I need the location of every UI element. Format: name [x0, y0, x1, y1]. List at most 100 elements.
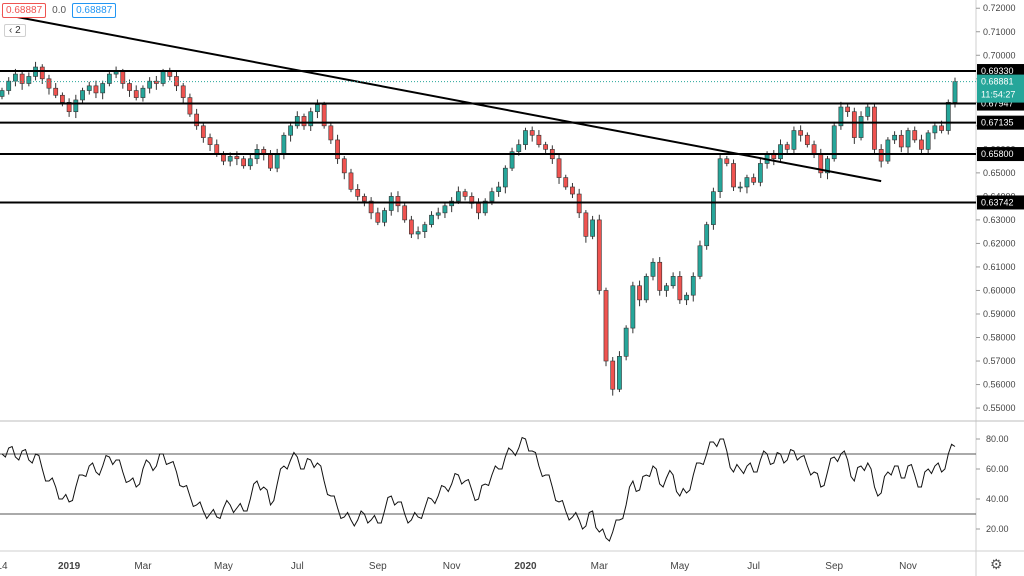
candle-body [442, 205, 448, 214]
candle [415, 226, 421, 240]
candle-body [308, 111, 314, 127]
candle-body [610, 360, 616, 390]
candle-body [227, 156, 233, 162]
candle-body [529, 130, 535, 136]
candle [791, 126, 797, 155]
candle [898, 130, 904, 153]
candle [80, 87, 85, 103]
interval-toggle[interactable]: ‹ 2 [4, 24, 26, 37]
candle-body [247, 158, 253, 167]
candle [6, 77, 12, 95]
candle [509, 147, 515, 171]
candle-body [516, 144, 522, 153]
level-label: 0.65800 [981, 149, 1014, 159]
time-tick-label: 2019 [58, 561, 81, 572]
candle [375, 207, 381, 226]
candle [677, 271, 683, 304]
ohlc-legend: 0.68887 0.0 0.68887 [2, 3, 117, 18]
candle-body [46, 78, 52, 89]
candle [274, 148, 280, 173]
price-tick-label: 0.55000 [983, 403, 1016, 413]
candle [449, 197, 455, 213]
candle [845, 104, 851, 117]
candle-body [811, 144, 817, 155]
candle-body [341, 158, 347, 174]
candle [529, 126, 535, 142]
candle-body [798, 130, 804, 136]
candle-body [127, 83, 132, 91]
candle [294, 111, 300, 129]
settings-gear-icon[interactable]: ⚙ [990, 556, 1003, 572]
candle-body [872, 106, 877, 150]
candle [502, 165, 508, 194]
candle-body [288, 125, 293, 136]
candle [563, 174, 569, 190]
candle-body [362, 196, 367, 202]
candle [368, 197, 374, 220]
candle-body [838, 106, 844, 127]
candle-body [409, 219, 414, 235]
candle-body [147, 80, 153, 89]
interval-value: 2 [15, 25, 21, 36]
rsi-tick-label: 80.00 [986, 434, 1009, 444]
rsi-tick-label: 20.00 [986, 524, 1009, 534]
candle-body [502, 167, 508, 188]
candle [335, 134, 340, 164]
candle-body [39, 66, 45, 80]
price-tick-label: 0.72000 [983, 3, 1016, 13]
candle [617, 351, 622, 393]
candle-body [496, 186, 502, 192]
candle-body [643, 276, 649, 301]
candle [858, 111, 864, 141]
candle-body [885, 139, 891, 162]
candle-body [415, 231, 421, 235]
candle [341, 155, 347, 180]
candle [241, 155, 246, 169]
candle-body [160, 71, 166, 84]
time-tick-label: 14 [0, 561, 8, 572]
candle-body [717, 158, 723, 192]
candle [46, 74, 52, 95]
candle [932, 121, 938, 140]
candle [200, 123, 206, 143]
candle-body [623, 327, 629, 357]
candle-body [892, 134, 897, 141]
candle-body [711, 191, 716, 225]
candle [442, 202, 448, 219]
candle [919, 134, 924, 154]
candle [147, 77, 153, 94]
candle-body [704, 224, 710, 247]
candle [348, 168, 354, 193]
candle-body [617, 356, 622, 390]
candle-body [73, 99, 79, 113]
candle [952, 77, 958, 108]
candle [167, 67, 173, 81]
candle [73, 94, 79, 119]
candle [26, 72, 32, 87]
candle-body [348, 172, 354, 190]
candle [751, 173, 757, 186]
candle [106, 70, 112, 87]
candle-body [543, 144, 548, 150]
rsi-line [1, 436, 956, 542]
level-label-box [977, 64, 1024, 79]
candle-body [905, 130, 911, 148]
candle-body [945, 102, 951, 131]
candle-body [375, 212, 381, 223]
candle [872, 103, 877, 155]
candle-body [13, 73, 18, 82]
candle-body [757, 163, 763, 183]
candle [905, 127, 911, 154]
time-tick-label: Nov [899, 561, 917, 572]
level-label-box [977, 195, 1024, 210]
price-tick-label: 0.60000 [983, 285, 1016, 295]
candle [388, 192, 394, 216]
candle-body [925, 132, 931, 150]
candle-body [0, 90, 5, 97]
candle [892, 131, 897, 144]
candle-body [898, 134, 904, 148]
candle [429, 211, 434, 228]
candle [19, 71, 25, 90]
candle [825, 155, 830, 180]
